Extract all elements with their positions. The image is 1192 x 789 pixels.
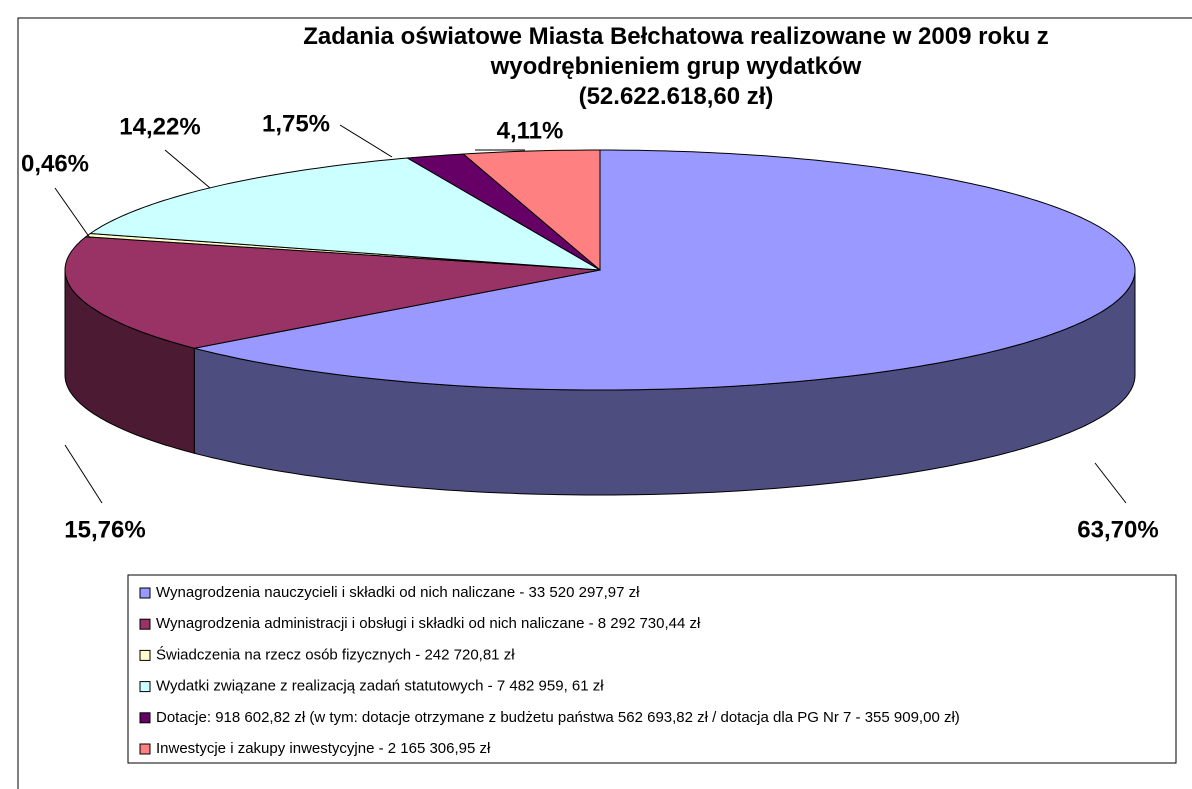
leader-line: [164, 149, 211, 189]
slice: [405, 153, 601, 271]
leader-line: [339, 124, 393, 158]
slice: [88, 157, 601, 271]
legend-label: Dotacje: 918 602,82 zł (w tym: dotacje o…: [156, 709, 960, 726]
chart-title-block: Zadania oświatowe Miasta Bełchatowa real…: [236, 22, 1116, 112]
legend-label: Inwestycje i zakupy inwestycyjne - 2 165…: [156, 740, 491, 757]
data-label: 15,76%: [64, 516, 145, 543]
legend-label: Wydatki związane z realizacją zadań stat…: [156, 678, 604, 695]
data-label: 0,46%: [21, 150, 89, 177]
legend-box: [127, 574, 1177, 764]
slice: [64, 236, 601, 349]
data-label: 4,11%: [497, 117, 564, 144]
slice: [462, 149, 601, 272]
leader-line: [54, 187, 91, 239]
legend-label: Wynagrodzenia administracji i obsługi i …: [156, 615, 701, 632]
chart-title: Zadania oświatowe Miasta Bełchatowa real…: [303, 23, 1049, 80]
frame: [17, 17, 1192, 789]
leader-line: [1094, 462, 1127, 504]
legend-label: Świadczenia na rzecz osób fizycznych - 2…: [156, 645, 515, 663]
legend-swatch: [139, 649, 151, 661]
legend-swatch: [139, 618, 151, 630]
data-label: 63,70%: [1077, 516, 1158, 543]
legend-swatch: [139, 743, 151, 755]
legend-swatch: [139, 587, 151, 599]
legend-label: Wynagrodzenia nauczycieli i składki od n…: [156, 584, 640, 601]
data-label: 1,75%: [262, 110, 330, 137]
chart-subtitle: (52.622.618,60 zł): [578, 83, 774, 110]
legend-swatch: [139, 712, 151, 724]
slice: [194, 149, 1136, 391]
legend-swatch: [139, 681, 151, 693]
leader-line: [64, 444, 103, 504]
data-label: 14,22%: [119, 113, 200, 140]
